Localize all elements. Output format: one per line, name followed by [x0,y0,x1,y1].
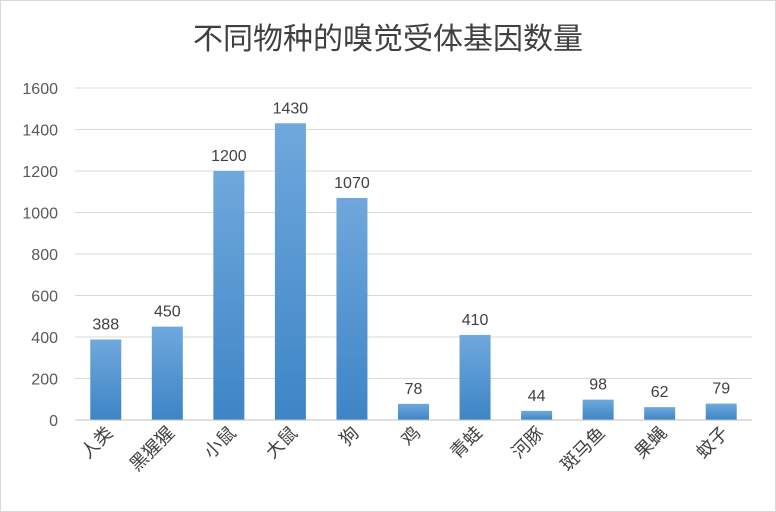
bar [213,171,245,420]
y-axis-ticks: 0 200 400 600 800 1000 1200 1400 1600 [22,81,58,430]
data-label: 78 [405,381,423,398]
data-label: 1200 [211,148,247,165]
bar [459,334,491,420]
category-labels: 人类 黑猩猩 小鼠 大鼠 狗 鸡青蛙 河豚 斑马鱼 果蝇 蚊子 [77,423,733,476]
y-tick-label: 1200 [22,164,58,181]
data-label: 1430 [273,100,309,117]
data-label: 79 [712,381,730,398]
data-label: 44 [528,388,546,405]
data-label: 388 [92,316,119,333]
bar [705,403,737,420]
data-label: 450 [154,304,181,321]
data-label: 62 [651,384,669,401]
category-label: 狗 [336,423,364,451]
bar [398,403,429,420]
category-label: 人类 [77,423,117,463]
bar [90,339,122,420]
bar [151,326,183,420]
y-tick-label: 1400 [22,123,58,140]
category-label: 大鼠 [262,423,302,463]
category-label: 黑猩猩 [126,423,179,476]
y-tick-label: 1000 [22,206,58,223]
y-tick-label: 0 [49,413,58,430]
y-tick-label: 400 [31,330,58,347]
y-tick-label: 1600 [22,81,58,98]
bar [336,197,368,420]
category-label: 果蝇 [631,423,671,463]
bar [521,410,553,420]
data-labels: 388 450 1200 1430 1070 78 410 44 98 62 79 [92,100,730,405]
chart-title: 不同物种的嗅觉受体基因数量 [193,22,583,57]
category-label: 鸡 [397,423,425,451]
category-label: 小鼠 [200,423,240,463]
bar [582,399,614,420]
gridlines [75,87,752,379]
data-label: 1070 [334,175,370,192]
bars [90,123,737,421]
y-tick-label: 800 [31,247,58,264]
category-label: 蚊子 [692,423,732,463]
category-label: 青蛙 [446,423,486,463]
data-label: 410 [462,312,489,329]
data-label: 98 [589,377,607,394]
bar [644,407,676,420]
y-tick-label: 200 [31,372,58,389]
y-tick-label: 600 [31,289,58,306]
category-label: 河豚 [508,423,548,463]
bar [274,123,306,421]
category-label: 斑马鱼 [557,423,610,476]
